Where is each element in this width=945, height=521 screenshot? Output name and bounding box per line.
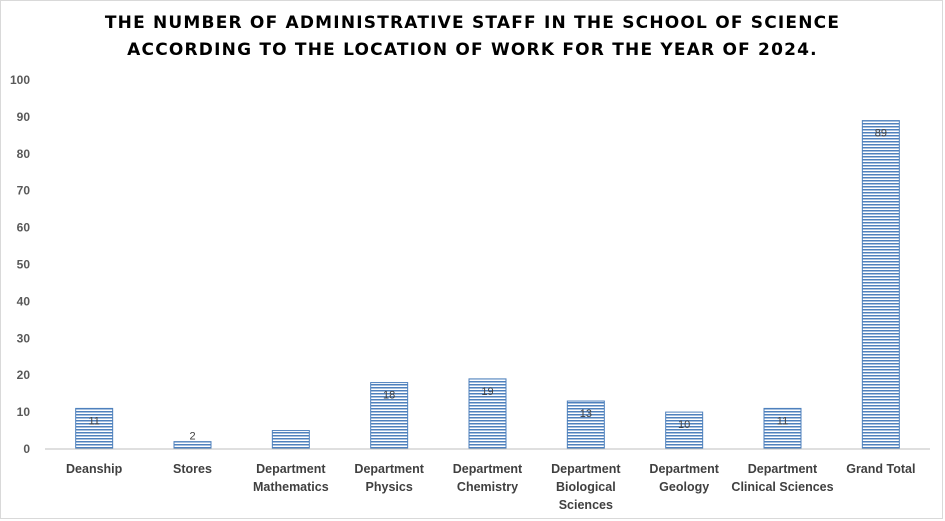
x-tick-label: Department Physics	[354, 462, 424, 494]
x-tick-label: Department Chemistry	[453, 462, 523, 494]
chart-title-line-1: THE NUMBER OF ADMINISTRATIVE STAFF IN TH…	[104, 13, 841, 33]
bars-group: 11 2 18 19 13 10 11 89	[75, 120, 900, 450]
y-tick-label: 0	[23, 442, 30, 456]
bar	[370, 382, 409, 450]
bar-data-label: 11	[777, 415, 788, 427]
x-tick-label: Department Geology	[649, 462, 719, 494]
y-tick-label: 50	[17, 258, 31, 272]
x-tick-label: Stores	[173, 462, 212, 476]
x-tick-label: Department Biological Sciences	[551, 462, 621, 512]
bar-data-label: 10	[678, 419, 690, 431]
bar-data-label: 11	[88, 415, 99, 427]
x-tick-label: Department Clinical Sciences	[731, 462, 833, 494]
chart-title-line-2: ACCORDING TO THE LOCATION OF WORK FOR TH…	[127, 40, 818, 60]
y-axis: 0 10 20 30 40 50 60 70 80 90 100	[10, 73, 30, 456]
bar-data-label: 2	[189, 431, 195, 443]
bar-data-label: 13	[580, 408, 592, 420]
y-tick-label: 10	[17, 405, 31, 419]
bar-data-label: 19	[481, 386, 493, 398]
bar-data-label: 89	[875, 128, 887, 140]
y-tick-label: 20	[17, 368, 31, 382]
bar	[75, 407, 114, 450]
x-tick-label: Deanship	[66, 462, 123, 476]
y-tick-label: 80	[17, 147, 31, 161]
y-tick-label: 100	[10, 73, 30, 87]
x-axis-labels: Deanship Stores Department Mathematics Depar…	[66, 462, 915, 512]
y-tick-label: 30	[17, 331, 31, 345]
x-tick-label: Department Mathematics	[253, 462, 329, 494]
y-tick-label: 60	[17, 221, 31, 235]
bar	[271, 430, 310, 450]
y-tick-label: 40	[17, 294, 31, 308]
x-tick-label: Grand Total	[846, 462, 915, 476]
y-tick-label: 70	[17, 184, 31, 198]
y-tick-label: 90	[17, 110, 31, 124]
bar	[173, 441, 212, 450]
bar-data-label: 18	[383, 390, 395, 402]
bar	[861, 120, 900, 450]
